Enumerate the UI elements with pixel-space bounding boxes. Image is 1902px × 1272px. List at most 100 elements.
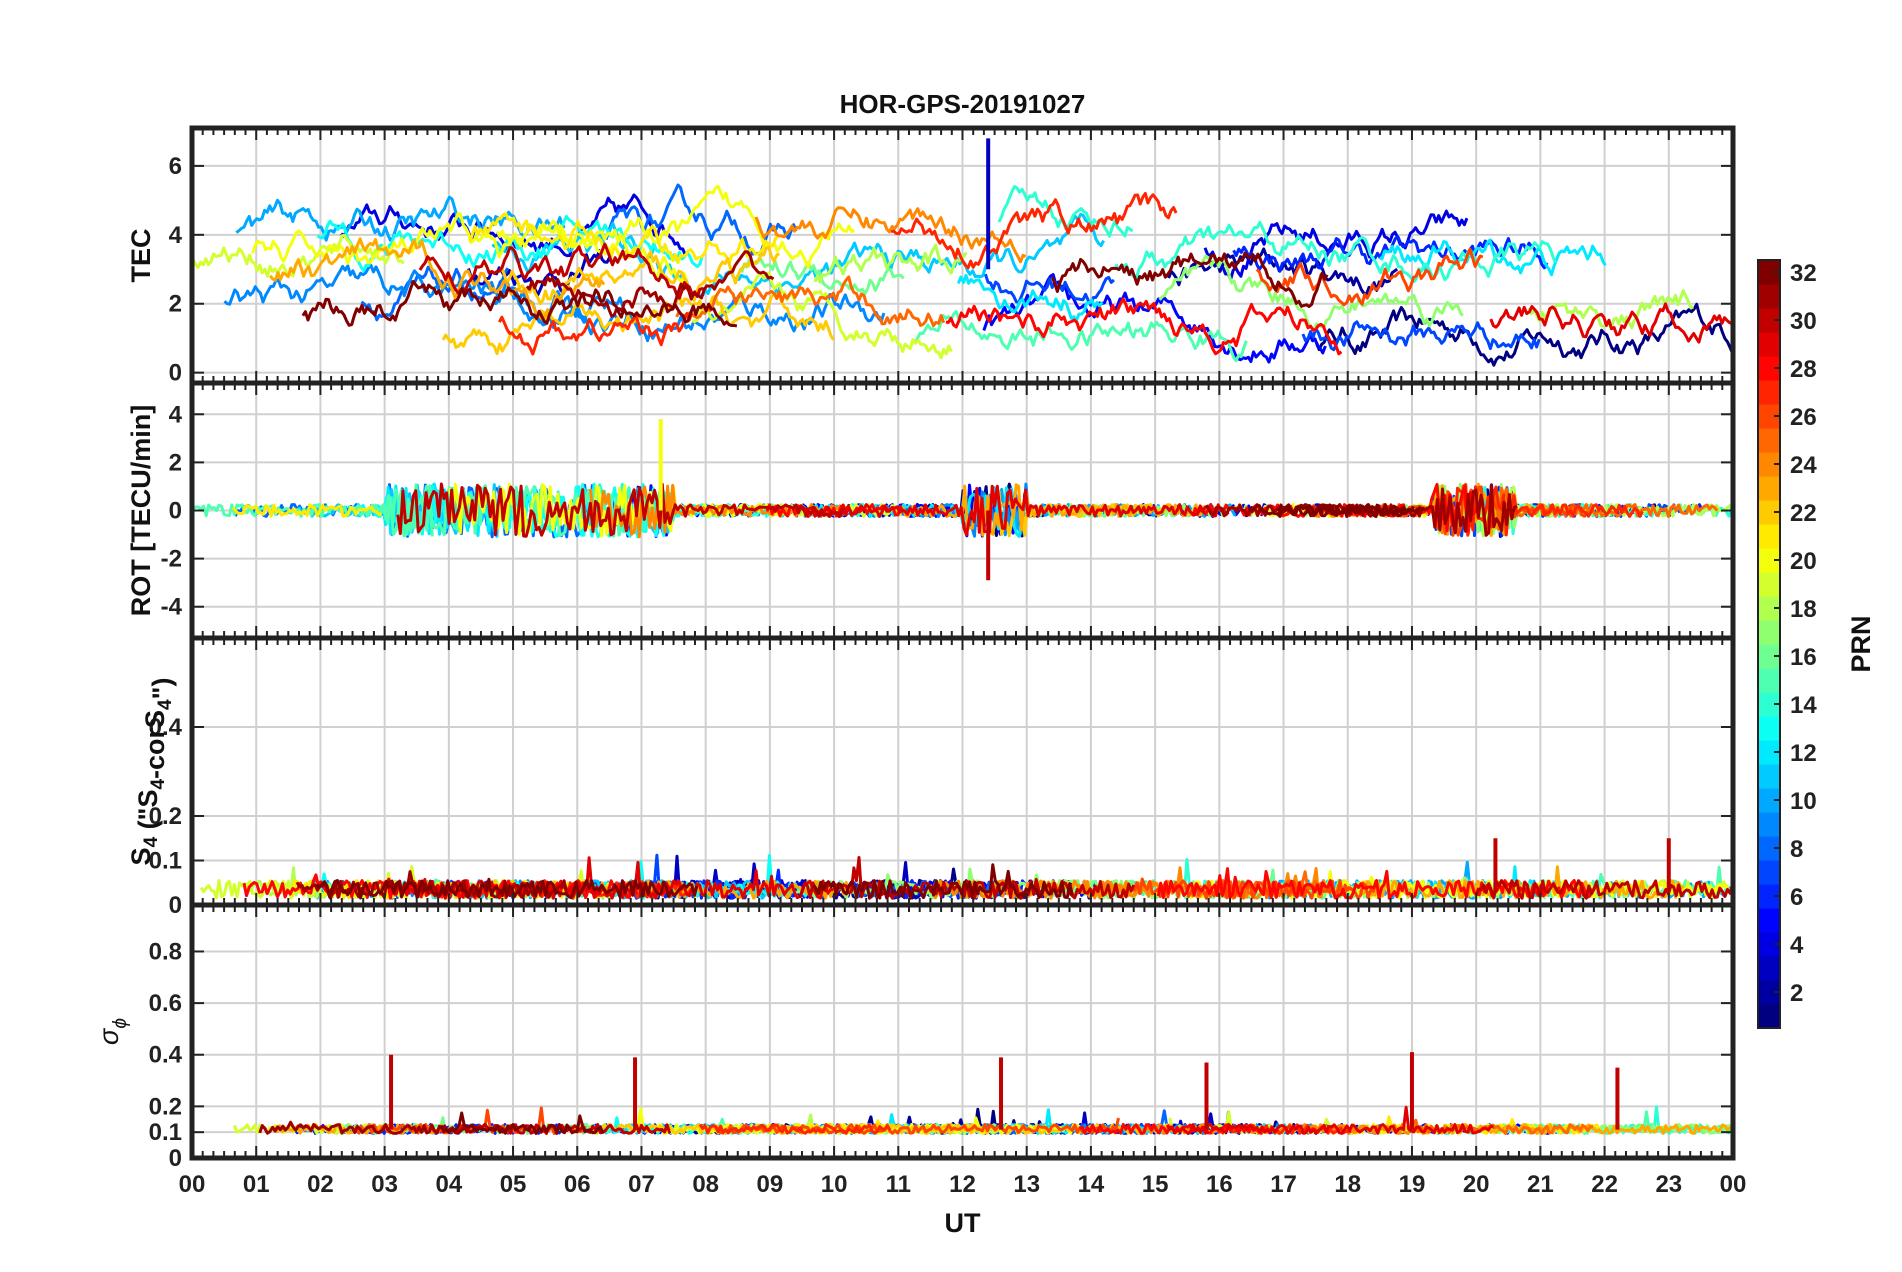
ytick-label: 0.8 <box>149 938 182 965</box>
chart-title: HOR-GPS-20191027 <box>840 89 1086 119</box>
ytick-label: 2 <box>169 449 182 476</box>
prn-17-trace <box>1485 1123 1733 1135</box>
colorbar-swatch-17 <box>1758 620 1780 645</box>
panel-s4: 0 0.1 0.2 0.4S4 ("S4-corS4") <box>126 635 1736 919</box>
ytick-label: 0 <box>169 498 182 525</box>
colorbar-swatch-29 <box>1758 332 1780 357</box>
colorbar-swatch-7 <box>1758 860 1780 885</box>
prn-28-trace <box>945 297 1343 356</box>
prn-20-trace <box>495 184 856 269</box>
prn-22-trace <box>497 245 781 306</box>
colorbar-tick-label: 30 <box>1790 308 1817 335</box>
colorbar-swatch-21 <box>1758 524 1780 549</box>
xtick-label: 10 <box>821 1171 848 1198</box>
xtick-label: 23 <box>1655 1171 1682 1198</box>
xtick-label: 07 <box>628 1171 655 1198</box>
prn-32-trace <box>1050 251 1329 308</box>
prn-10-trace <box>235 195 566 242</box>
panel-frame <box>189 902 1736 1161</box>
colorbar-swatch-30 <box>1758 308 1780 333</box>
colorbar-swatch-9 <box>1758 812 1780 837</box>
prn-16-trace <box>740 256 905 295</box>
xtick-label: 21 <box>1527 1171 1554 1198</box>
panel-tec: 0 2 4 6 TEC <box>126 125 1736 387</box>
ytick-label: 0.4 <box>149 714 183 741</box>
ytick-label: -2 <box>161 546 182 573</box>
prn-19-trace <box>691 271 953 360</box>
xtick-label: 19 <box>1399 1171 1426 1198</box>
x-axis: 00 01 02 03 04 05 06 07 08 09 10 11 12 13 14 15 16 17 18 19… <box>179 1171 1747 1238</box>
xtick-label: 04 <box>435 1171 462 1198</box>
ytick-label: 2 <box>169 291 182 318</box>
xtick-label: 01 <box>243 1171 270 1198</box>
prn-30-trace <box>396 482 844 538</box>
colorbar-tick-label: 2 <box>1790 980 1803 1007</box>
ytick-label: 0 <box>169 892 182 919</box>
colorbar-tick-label: 14 <box>1790 692 1817 719</box>
prn-31-trace <box>525 250 775 318</box>
colorbar-swatch-27 <box>1758 380 1780 405</box>
xtick-label: 02 <box>307 1171 334 1198</box>
colorbar-swatch-8 <box>1758 836 1780 861</box>
xtick-label: 03 <box>371 1171 398 1198</box>
xtick-label: 14 <box>1078 1171 1105 1198</box>
colorbar-swatch-25 <box>1758 428 1780 453</box>
xtick-label: 22 <box>1591 1171 1618 1198</box>
prn-32-trace <box>439 1111 605 1135</box>
ytick-label: 0.2 <box>149 1093 182 1120</box>
ytick-label: 0.1 <box>149 1119 182 1146</box>
xtick-label: 05 <box>500 1171 527 1198</box>
xtick-label: 06 <box>564 1171 591 1198</box>
series-group <box>192 419 1733 581</box>
prn-29-trace <box>1489 302 1733 344</box>
xtick-label: 15 <box>1142 1171 1169 1198</box>
xtick-label: 09 <box>757 1171 784 1198</box>
prn-32-trace <box>315 877 699 900</box>
colorbar-swatch-19 <box>1758 572 1780 597</box>
series-group <box>232 1052 1733 1135</box>
colorbar-swatch-4 <box>1758 932 1780 957</box>
colorbar-tick-label: 8 <box>1790 836 1803 863</box>
colorbar-label: PRN <box>1846 615 1876 672</box>
ytick-label: 0 <box>169 360 182 387</box>
prn-15-trace <box>913 310 1248 363</box>
colorbar-tick-label: 16 <box>1790 644 1817 671</box>
prn-7-trace <box>1301 320 1541 352</box>
colorbar-swatch-32 <box>1758 260 1780 285</box>
ylabel-s4: S4 ("S4-corS4") <box>126 678 177 866</box>
prn-32-trace <box>301 279 738 328</box>
xtick-label: 12 <box>949 1171 976 1198</box>
ytick-label: 0 <box>169 1145 182 1172</box>
prn-4-trace <box>340 193 687 258</box>
colorbar-swatch-2 <box>1758 980 1780 1005</box>
colorbar-swatch-26 <box>1758 404 1780 429</box>
colorbar-swatch-10 <box>1758 788 1780 813</box>
prn-9-trace <box>493 287 886 343</box>
colorbar-swatch-22 <box>1758 500 1780 525</box>
colorbar-swatch-14 <box>1758 692 1780 717</box>
xtick-label: 00 <box>1720 1171 1747 1198</box>
xlabel: UT <box>945 1208 981 1238</box>
colorbar-swatch-15 <box>1758 668 1780 693</box>
prn-27-trace <box>698 1123 892 1135</box>
prn-24-trace <box>754 206 1027 264</box>
prn-26-trace <box>714 1117 1120 1135</box>
prn-32-trace <box>1248 503 1415 518</box>
colorbar-swatch-13 <box>1758 716 1780 741</box>
prn-30-trace <box>1474 879 1733 900</box>
colorbar-swatch-23 <box>1758 476 1780 501</box>
colorbar-tick-label: 32 <box>1790 260 1817 287</box>
series-group <box>192 138 1733 367</box>
colorbar-frame <box>1757 259 1781 1029</box>
prn-31-trace <box>295 870 569 900</box>
ylabel-rot: ROT [TECU/min] <box>126 405 156 616</box>
colorbar-tick-label: 26 <box>1790 404 1817 431</box>
ylabel-sigphi: σϕ <box>94 1018 131 1045</box>
prn-30-trace <box>418 242 706 300</box>
xtick-label: 16 <box>1206 1171 1233 1198</box>
colorbar-swatch-28 <box>1758 356 1780 381</box>
xtick-label: 00 <box>179 1171 206 1198</box>
panel-rot: -4 -2 0 2 4 ROT [TECU/min] <box>126 380 1736 641</box>
